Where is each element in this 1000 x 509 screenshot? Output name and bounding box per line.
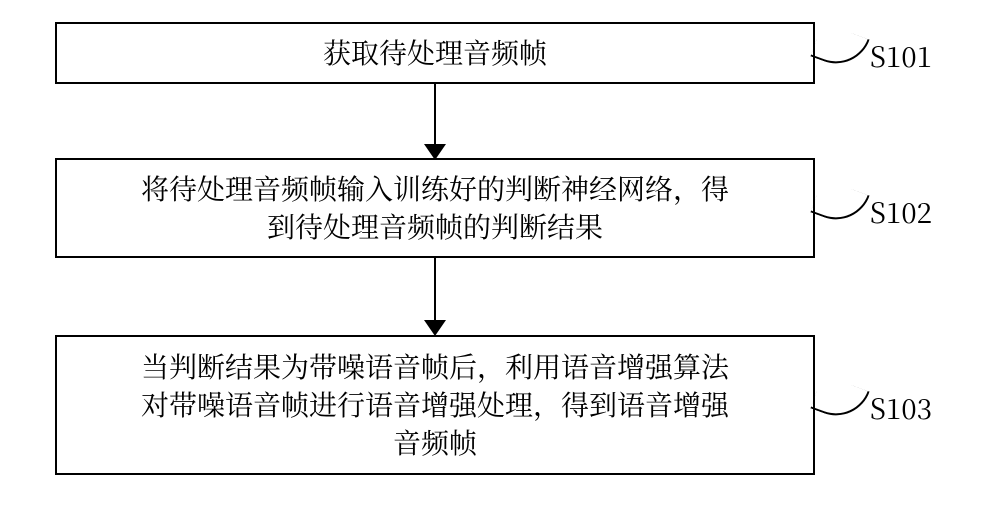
flow-arrow-2: [0, 0, 1000, 509]
flow-arrow-head-icon: [424, 320, 446, 336]
flowchart-canvas: 获取待处理音频帧 S101 将待处理音频帧输入训练好的判断神经网络，得到待处理音…: [0, 0, 1000, 509]
flow-arrow-line: [434, 258, 436, 320]
